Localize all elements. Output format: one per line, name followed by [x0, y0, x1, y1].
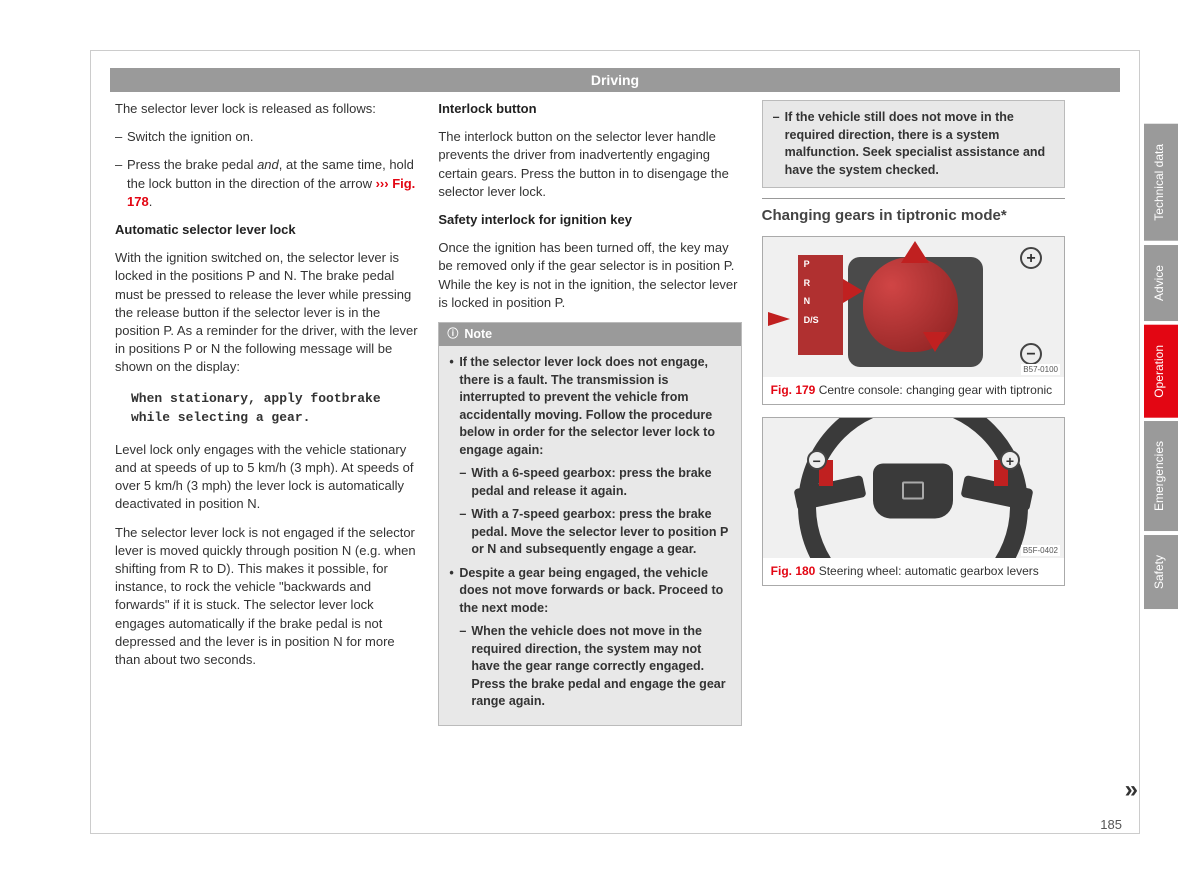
note-header: Note	[439, 323, 740, 347]
figure-179-image: P R N D/S + − B57-0100	[763, 237, 1064, 377]
arrow-up-icon	[901, 241, 929, 263]
note-box: Note If the selector lever lock does not…	[438, 322, 741, 726]
minus-icon: −	[1020, 343, 1042, 365]
wheel-minus-icon: −	[807, 450, 827, 470]
side-tabs: Technical data Advice Operation Emergenc…	[1144, 124, 1178, 614]
display-message: When stationary, apply footbrake while s…	[115, 386, 418, 430]
fig-180-caption-text: Steering wheel: automatic gearbox levers	[819, 564, 1039, 578]
tab-technical-data[interactable]: Technical data	[1144, 124, 1178, 241]
note-sub-3: When the vehicle does not move in the re…	[449, 623, 730, 711]
step-2-period: .	[149, 194, 153, 209]
intro-text: The selector lever lock is released as f…	[115, 100, 418, 118]
step-1: Switch the ignition on.	[115, 128, 418, 146]
column-3: If the vehicle still does not move in th…	[762, 100, 1065, 819]
gear-label-p: P	[798, 255, 843, 274]
tab-operation[interactable]: Operation	[1144, 325, 1178, 418]
figure-180: − + B5F-0402 Fig. 180 Steering wheel: au…	[762, 417, 1065, 586]
subheading-interlock: Interlock button	[438, 101, 536, 116]
tab-emergencies[interactable]: Emergencies	[1144, 421, 1178, 531]
step-2-text-a: Press the brake pedal	[127, 157, 257, 172]
note-bullet-1: If the selector lever lock does not enga…	[449, 354, 730, 459]
plus-icon: +	[1020, 247, 1042, 269]
figure-179: P R N D/S + − B57-0100 Fig. 179 Centre c…	[762, 236, 1065, 405]
note-bullet-2: Despite a gear being engaged, the vehicl…	[449, 565, 730, 618]
arrow-right-icon	[843, 279, 863, 303]
auto-lock-para1: With the ignition switched on, the selec…	[115, 249, 418, 376]
fig-179-caption-text: Centre console: changing gear with tiptr…	[819, 383, 1052, 397]
subheading-auto-lock: Automatic selector lever lock	[115, 222, 296, 237]
figure-180-image: − + B5F-0402	[763, 418, 1064, 558]
subheading-safety: Safety interlock for ignition key	[438, 212, 632, 227]
column-2: Interlock button The interlock button on…	[438, 100, 741, 819]
arrow-down-icon	[923, 332, 947, 352]
content-area: The selector lever lock is released as f…	[115, 100, 1065, 819]
steering-hub	[873, 463, 953, 518]
interlock-para: The interlock button on the selector lev…	[438, 128, 741, 201]
page-header: Driving	[110, 68, 1120, 92]
image-code-179: B57-0100	[1021, 364, 1060, 375]
page-number: 185	[1100, 817, 1122, 832]
note-title: Note	[464, 326, 492, 344]
step-2: Press the brake pedal and, at the same t…	[115, 156, 418, 211]
column-1: The selector lever lock is released as f…	[115, 100, 418, 819]
image-code-180: B5F-0402	[1021, 545, 1060, 556]
figure-180-caption: Fig. 180 Steering wheel: automatic gearb…	[763, 558, 1064, 585]
warn-text: If the vehicle still does not move in th…	[773, 109, 1054, 179]
arrow-in-icon	[768, 312, 790, 326]
tab-advice[interactable]: Advice	[1144, 245, 1178, 321]
section-title: Changing gears in tiptronic mode*	[762, 198, 1065, 226]
note-sub-1: With a 6-speed gearbox: press the brake …	[449, 465, 730, 500]
tab-safety[interactable]: Safety	[1144, 535, 1178, 609]
figure-179-caption: Fig. 179 Centre console: changing gear w…	[763, 377, 1064, 404]
auto-lock-para2: Level lock only engages with the vehicle…	[115, 441, 418, 514]
gear-label-ds: D/S	[798, 311, 843, 330]
safety-para: Once the ignition has been turned off, t…	[438, 239, 741, 312]
step-2-emphasis: and	[257, 157, 279, 172]
fig-179-number: Fig. 179	[771, 383, 816, 397]
gear-label-n: N	[798, 292, 843, 311]
auto-lock-para3: The selector lever lock is not engaged i…	[115, 524, 418, 670]
fig-180-number: Fig. 180	[771, 564, 816, 578]
continue-marker: »	[1125, 776, 1138, 804]
gear-label-r: R	[798, 274, 843, 293]
warn-continuation-box: If the vehicle still does not move in th…	[762, 100, 1065, 188]
note-sub-2: With a 7-speed gearbox: press the brake …	[449, 506, 730, 559]
wheel-plus-icon: +	[1000, 450, 1020, 470]
shifter-panel: P R N D/S	[798, 255, 843, 355]
note-body: If the selector lever lock does not enga…	[439, 346, 740, 725]
